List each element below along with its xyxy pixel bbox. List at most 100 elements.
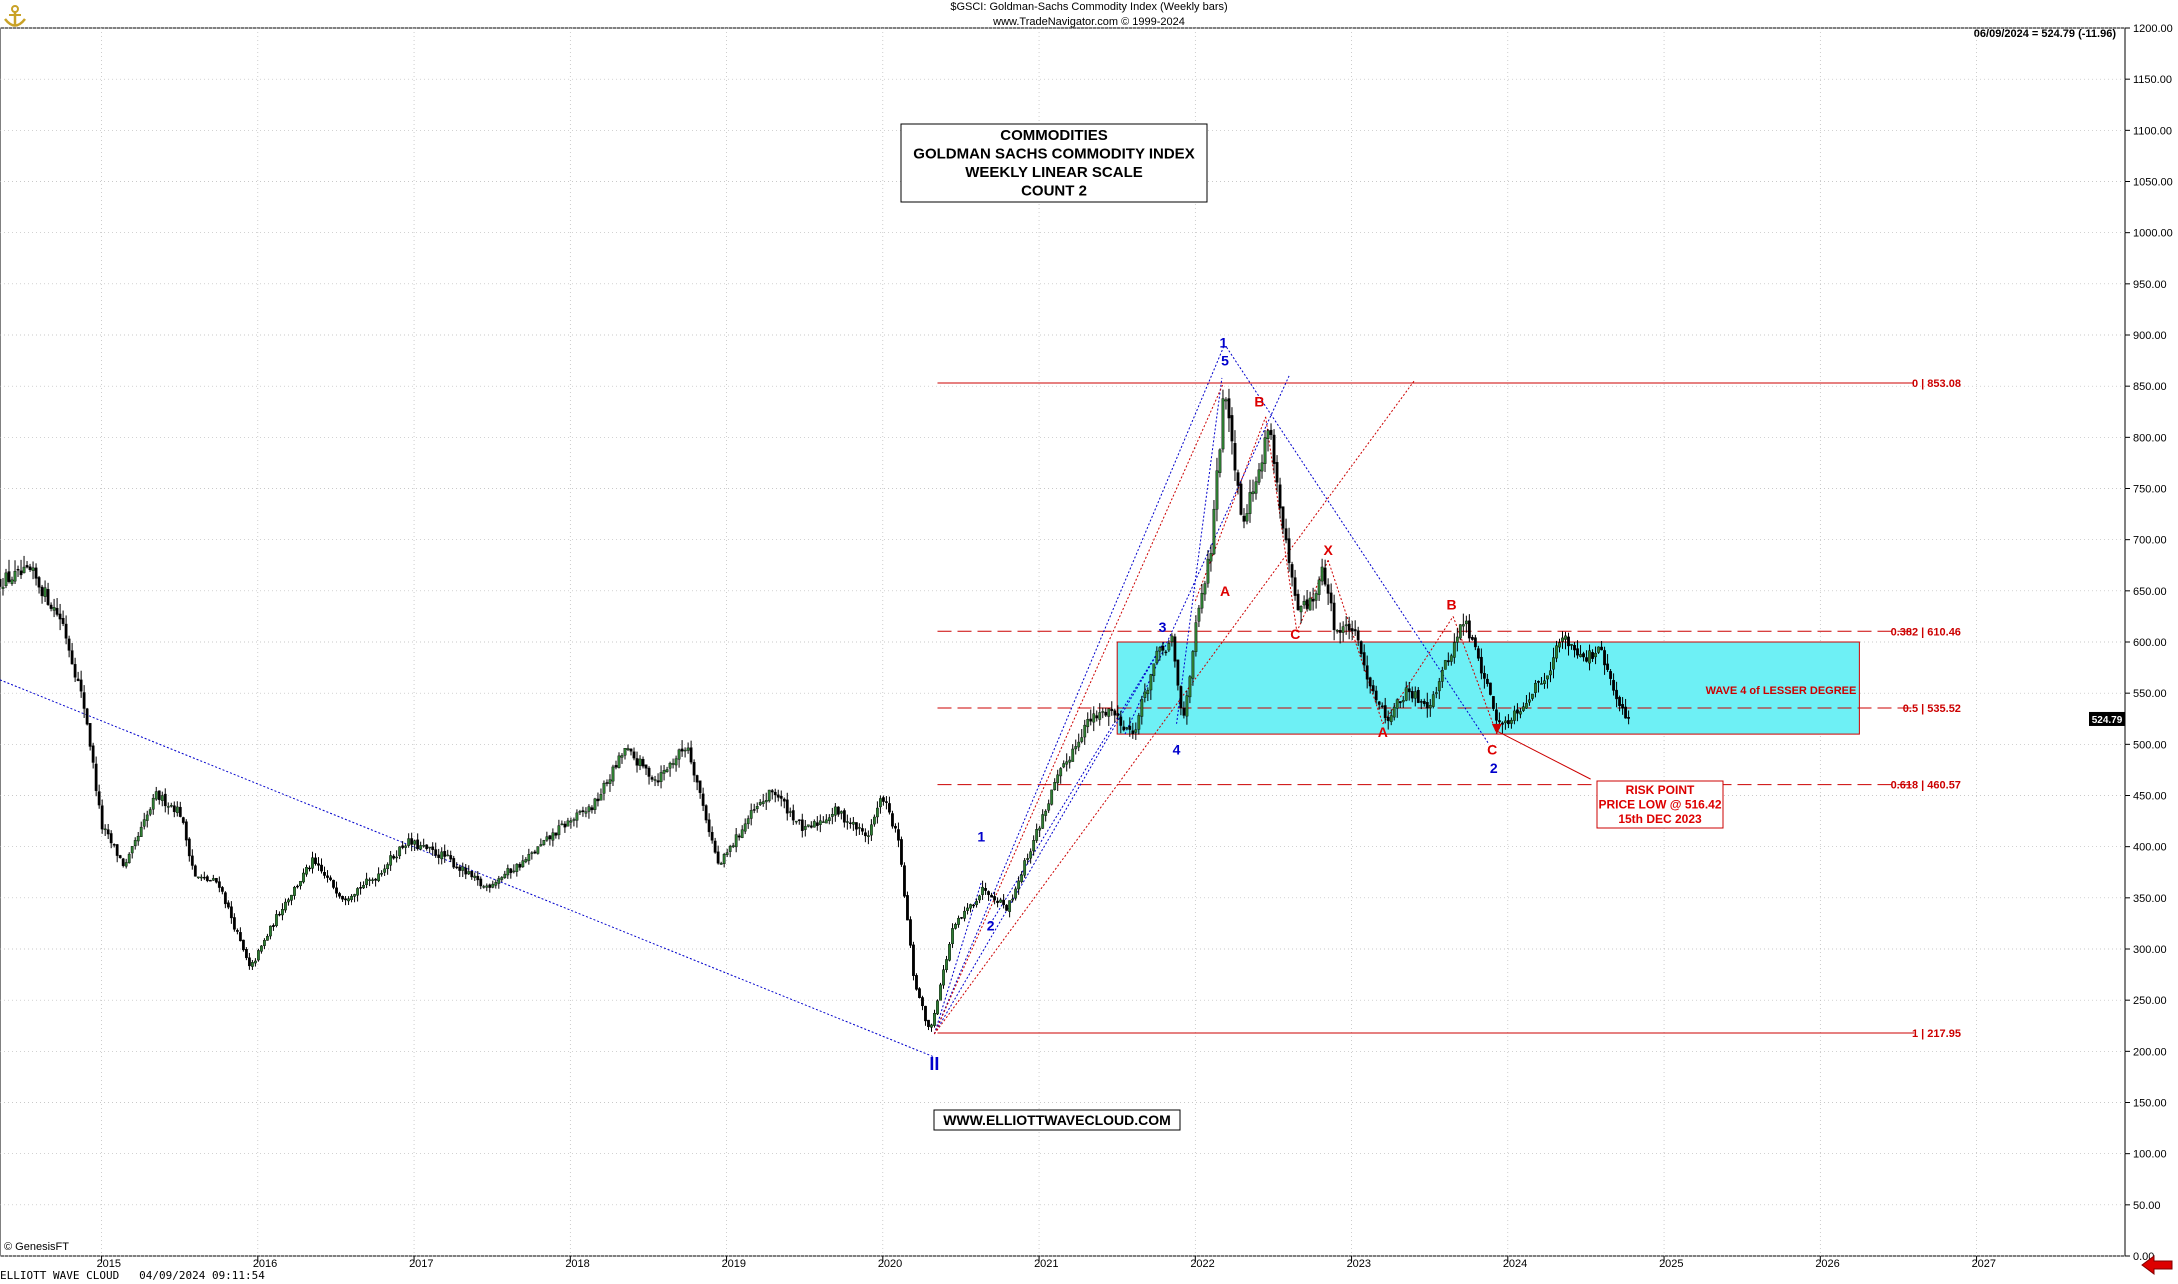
candle-body bbox=[1627, 716, 1631, 719]
candle-body bbox=[1269, 429, 1273, 436]
candle-body bbox=[848, 822, 852, 824]
candle-body bbox=[578, 811, 582, 813]
candle-body bbox=[112, 844, 116, 846]
candle-body bbox=[485, 885, 489, 888]
candle-body bbox=[88, 723, 92, 747]
candle-body bbox=[665, 769, 669, 772]
candle-body bbox=[275, 914, 278, 927]
x-tick-label: 2021 bbox=[1034, 1258, 1058, 1270]
y-tick-label: 500.00 bbox=[2133, 739, 2167, 751]
candle-body bbox=[701, 793, 705, 806]
candle-body bbox=[157, 790, 161, 800]
candle-body bbox=[1534, 682, 1537, 693]
app-label: ELLIOTT WAVE CLOUD bbox=[0, 1269, 120, 1282]
candle-body bbox=[260, 945, 263, 952]
fib-label: 1 | 217.95 bbox=[1912, 1028, 1961, 1040]
candle-body bbox=[1026, 858, 1030, 860]
candle-body bbox=[344, 898, 347, 901]
candle-body bbox=[365, 878, 368, 885]
candle-body bbox=[779, 795, 783, 799]
copyright-text: © GenesisFT bbox=[4, 1241, 69, 1253]
candle-body bbox=[232, 917, 236, 930]
candle-body bbox=[1419, 701, 1423, 703]
candle-body bbox=[85, 708, 89, 725]
candle-body bbox=[716, 851, 720, 864]
candle-body bbox=[782, 798, 786, 802]
candle-body bbox=[1314, 593, 1318, 601]
title-box-line: COMMODITIES bbox=[1000, 127, 1108, 144]
candle-body bbox=[554, 832, 558, 836]
candle-body bbox=[440, 851, 444, 860]
candle-body bbox=[785, 799, 789, 814]
candle-body bbox=[506, 868, 510, 876]
candle-body bbox=[425, 844, 429, 849]
gold-anchor-logo-icon[interactable] bbox=[2, 4, 28, 33]
candle-body bbox=[1254, 481, 1258, 494]
candle-body bbox=[927, 1019, 930, 1027]
candle-body bbox=[1263, 437, 1267, 464]
candle-body bbox=[1386, 717, 1390, 722]
candle-body bbox=[1005, 904, 1009, 911]
candle-body bbox=[1365, 665, 1369, 680]
last-quote-readout: 06/09/2024 = 524.79 (-11.96) bbox=[1973, 28, 2116, 40]
candle-body bbox=[897, 829, 900, 841]
candle-body bbox=[1567, 636, 1570, 647]
candle-body bbox=[1239, 483, 1243, 515]
candle-body bbox=[383, 868, 387, 873]
candle-body bbox=[960, 917, 963, 919]
candle-body bbox=[1161, 645, 1165, 651]
candle-body bbox=[728, 846, 732, 852]
candle-body bbox=[7, 571, 11, 582]
candle-body bbox=[488, 884, 492, 888]
candle-body bbox=[58, 613, 62, 620]
x-tick-label: 2024 bbox=[1503, 1258, 1527, 1270]
candle-body bbox=[1122, 726, 1126, 731]
candle-body bbox=[1137, 715, 1141, 730]
candle-body bbox=[1446, 660, 1450, 663]
candle-body bbox=[1488, 682, 1492, 695]
candle-body bbox=[211, 878, 215, 881]
candle-body bbox=[1350, 628, 1354, 632]
candle-body bbox=[689, 747, 693, 763]
candle-body bbox=[668, 762, 672, 769]
candle-body bbox=[1356, 630, 1360, 641]
candle-body bbox=[503, 873, 507, 878]
candle-body bbox=[1176, 659, 1180, 686]
candle-body bbox=[957, 917, 960, 925]
candle-body bbox=[178, 806, 182, 817]
candle-body bbox=[1341, 626, 1345, 633]
candle-body bbox=[1020, 874, 1024, 882]
candle-body bbox=[1098, 712, 1102, 720]
candle-body bbox=[963, 910, 966, 919]
candle-body bbox=[1591, 652, 1594, 659]
candle-body bbox=[1323, 567, 1327, 585]
candle-body bbox=[1044, 810, 1048, 816]
candle-body bbox=[491, 883, 495, 888]
candle-body bbox=[1615, 689, 1618, 700]
candle-body bbox=[1029, 851, 1033, 859]
candle-body bbox=[1233, 443, 1237, 471]
candle-body bbox=[1119, 716, 1123, 726]
candle-body bbox=[617, 755, 621, 768]
risk-pointer-line bbox=[1496, 730, 1591, 780]
candle-body bbox=[1437, 681, 1441, 692]
candle-body bbox=[52, 607, 56, 611]
candle-body bbox=[500, 877, 504, 880]
candle-body bbox=[551, 832, 555, 841]
candle-body bbox=[296, 885, 299, 888]
candle-body bbox=[572, 819, 576, 821]
candle-body bbox=[1482, 673, 1486, 679]
candle-body bbox=[317, 863, 320, 866]
candle-body bbox=[542, 840, 546, 845]
candle-body bbox=[978, 895, 981, 901]
candle-body bbox=[320, 864, 323, 872]
candle-body bbox=[1188, 676, 1192, 698]
red-left-arrow-icon[interactable] bbox=[2140, 1254, 2174, 1281]
candle-body bbox=[416, 839, 420, 850]
wave-label: 2 bbox=[1490, 760, 1498, 776]
candle-body bbox=[269, 925, 272, 937]
candle-body bbox=[61, 618, 65, 624]
candle-body bbox=[281, 909, 284, 916]
candle-body bbox=[1594, 652, 1597, 658]
